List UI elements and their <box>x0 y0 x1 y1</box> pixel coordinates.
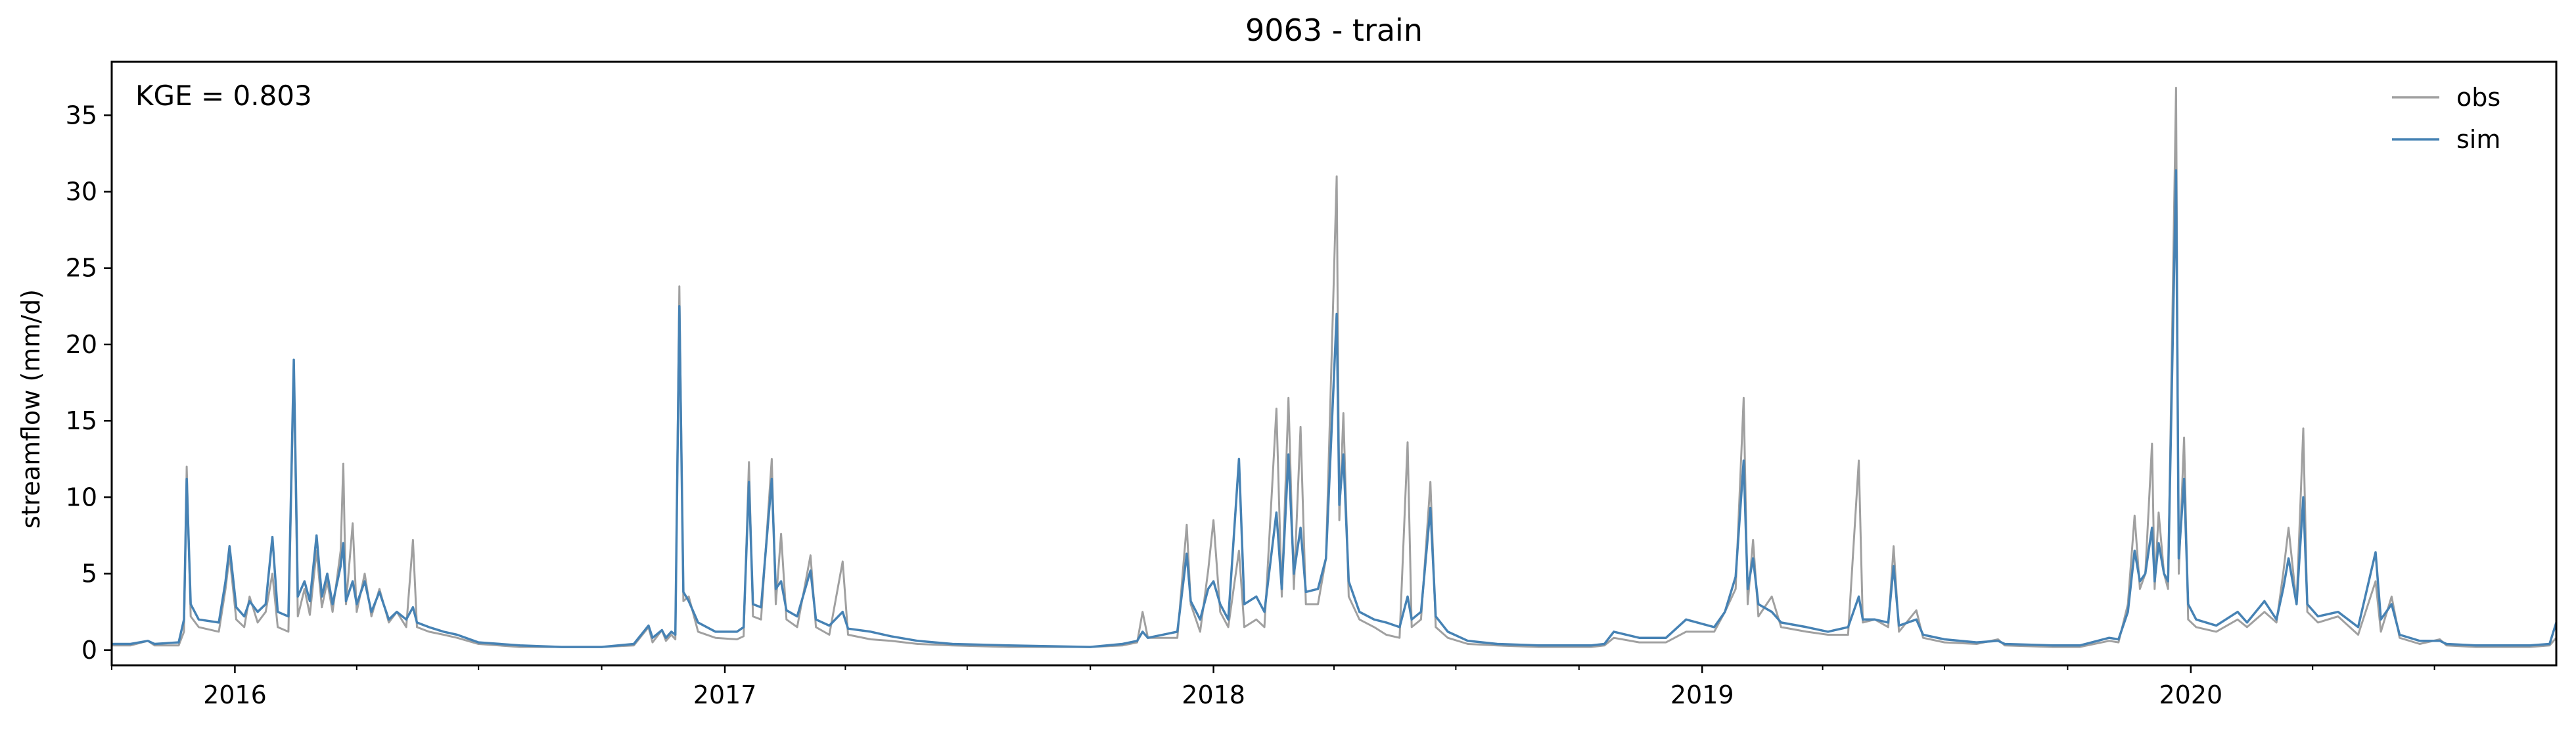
y-tick-label: 0 <box>81 636 97 665</box>
legend: obs sim <box>2392 83 2500 154</box>
x-tick-label: 2018 <box>1182 680 1245 709</box>
y-tick-label: 35 <box>66 101 97 130</box>
kge-annotation: KGE = 0.803 <box>135 80 312 112</box>
y-tick-label: 15 <box>66 406 97 435</box>
x-axis: 2016 2017 2018 2019 2020 <box>111 665 2435 709</box>
y-tick-label: 5 <box>81 559 97 588</box>
x-tick-label: 2016 <box>203 680 267 709</box>
legend-label-obs: obs <box>2456 83 2500 112</box>
x-tick-label: 2019 <box>1670 680 1734 709</box>
legend-label-sim: sim <box>2456 125 2500 154</box>
x-tick-label: 2020 <box>2159 680 2222 709</box>
y-tick-label: 10 <box>66 483 97 511</box>
y-axis-label: streamflow (mm/d) <box>16 289 45 529</box>
plot-frame <box>110 60 2558 667</box>
y-axis: 0 5 10 15 20 25 30 35 <box>66 101 112 665</box>
chart-title: 9063 - train <box>1245 12 1423 48</box>
x-tick-label: 2017 <box>693 680 757 709</box>
plot-series <box>112 87 2558 648</box>
y-tick-label: 30 <box>66 178 97 206</box>
y-tick-label: 20 <box>66 330 97 359</box>
y-tick-label: 25 <box>66 254 97 283</box>
series-line-sim <box>112 169 2558 648</box>
